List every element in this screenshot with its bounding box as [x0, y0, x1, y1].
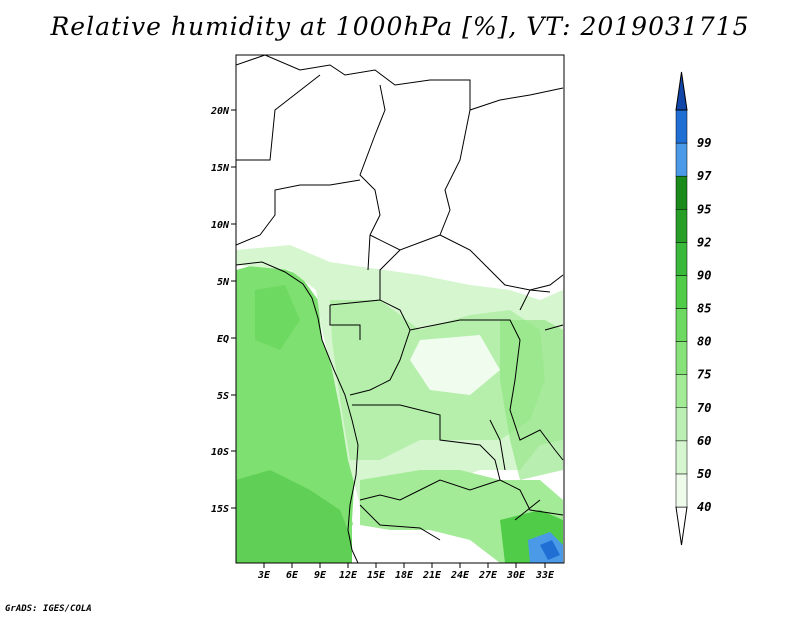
colorbar-segment [675, 275, 688, 309]
colorbar-label: 50 [697, 467, 711, 481]
colorbar-segment [675, 440, 688, 475]
colorbar-label: 70 [697, 401, 711, 415]
colorbar-label: 99 [697, 136, 711, 150]
colorbar-segment [675, 341, 688, 375]
lon-tick-label: 18E [395, 570, 414, 581]
colorbar-label: 60 [697, 434, 711, 448]
lat-tick-label: 5N [217, 277, 230, 288]
colorbar-segment [675, 209, 688, 243]
border-line [409, 319, 564, 461]
colorbar-label: 75 [697, 368, 711, 382]
colorbar-label: 90 [697, 268, 711, 282]
lon-tick-label: 3E [257, 570, 271, 581]
longitude-axis: 3E 6E 9E 12E 15E 18E 21E 24E 27E 30E 33E [257, 563, 555, 581]
lon-tick-label: 33E [535, 570, 555, 581]
southeast-blue-core [540, 540, 560, 560]
colorbar-segment [675, 473, 688, 508]
colorbar: 40 50 60 70 75 80 85 90 92 95 97 99 [675, 71, 712, 546]
land-dry-patch [410, 335, 500, 395]
lat-tick-label: 10S [211, 447, 229, 458]
credit-text: GrADS: IGES/COLA [5, 604, 92, 614]
colorbar-low-triangle [675, 506, 688, 546]
latitude-axis: 20N 15N 10N 5N EQ 5S 10S 15S [210, 106, 236, 515]
lat-tick-label: 10N [211, 220, 230, 231]
colorbar-segment [675, 242, 688, 276]
colorbar-label: 95 [697, 202, 711, 216]
lon-tick-label: 30E [506, 570, 526, 581]
map-frame [235, 54, 565, 564]
border-line [439, 109, 564, 291]
lon-tick-label: 9E [314, 570, 327, 581]
colorbar-label: 97 [697, 169, 712, 183]
border-line [329, 234, 441, 306]
colorbar-high-triangle [675, 71, 688, 111]
lat-tick-label: 15S [211, 504, 229, 515]
border-line [329, 299, 411, 396]
lat-tick-label: 15N [211, 163, 230, 174]
lon-tick-label: 21E [422, 570, 442, 581]
lat-tick-label: 20N [210, 106, 230, 117]
lon-tick-label: 27E [478, 570, 498, 581]
ocean-humidity-dark-region [236, 470, 358, 563]
colorbar-segment [675, 109, 688, 144]
ocean-dark-patch [255, 285, 300, 350]
border-line [236, 74, 386, 271]
border-line [236, 179, 361, 246]
colorbar-segment [675, 175, 688, 210]
colorbar-label: 40 [697, 500, 711, 514]
border-line [489, 289, 564, 471]
border-line [359, 479, 564, 541]
south-dry-region [352, 525, 470, 563]
chart-title: Relative humidity at 1000hPa [%], VT: 20… [50, 12, 750, 41]
colorbar-segment [675, 142, 688, 177]
lat-tick-label: 5S [217, 391, 229, 402]
lon-tick-label: 15E [367, 570, 386, 581]
coastline [236, 261, 359, 563]
colorbar-segment [675, 407, 688, 442]
lat-tick-label: EQ [217, 334, 229, 345]
colorbar-label: 85 [697, 302, 711, 316]
country-borders [236, 55, 564, 563]
lon-tick-label: 24E [450, 570, 470, 581]
colorbar-label: 92 [697, 235, 711, 249]
humidity-field [236, 55, 564, 563]
colorbar-label: 80 [697, 335, 711, 349]
colorbar-segment [675, 374, 688, 408]
lon-tick-label: 12E [339, 570, 358, 581]
border-line [236, 55, 564, 111]
lon-tick-label: 6E [286, 570, 299, 581]
colorbar-segment [675, 308, 688, 342]
